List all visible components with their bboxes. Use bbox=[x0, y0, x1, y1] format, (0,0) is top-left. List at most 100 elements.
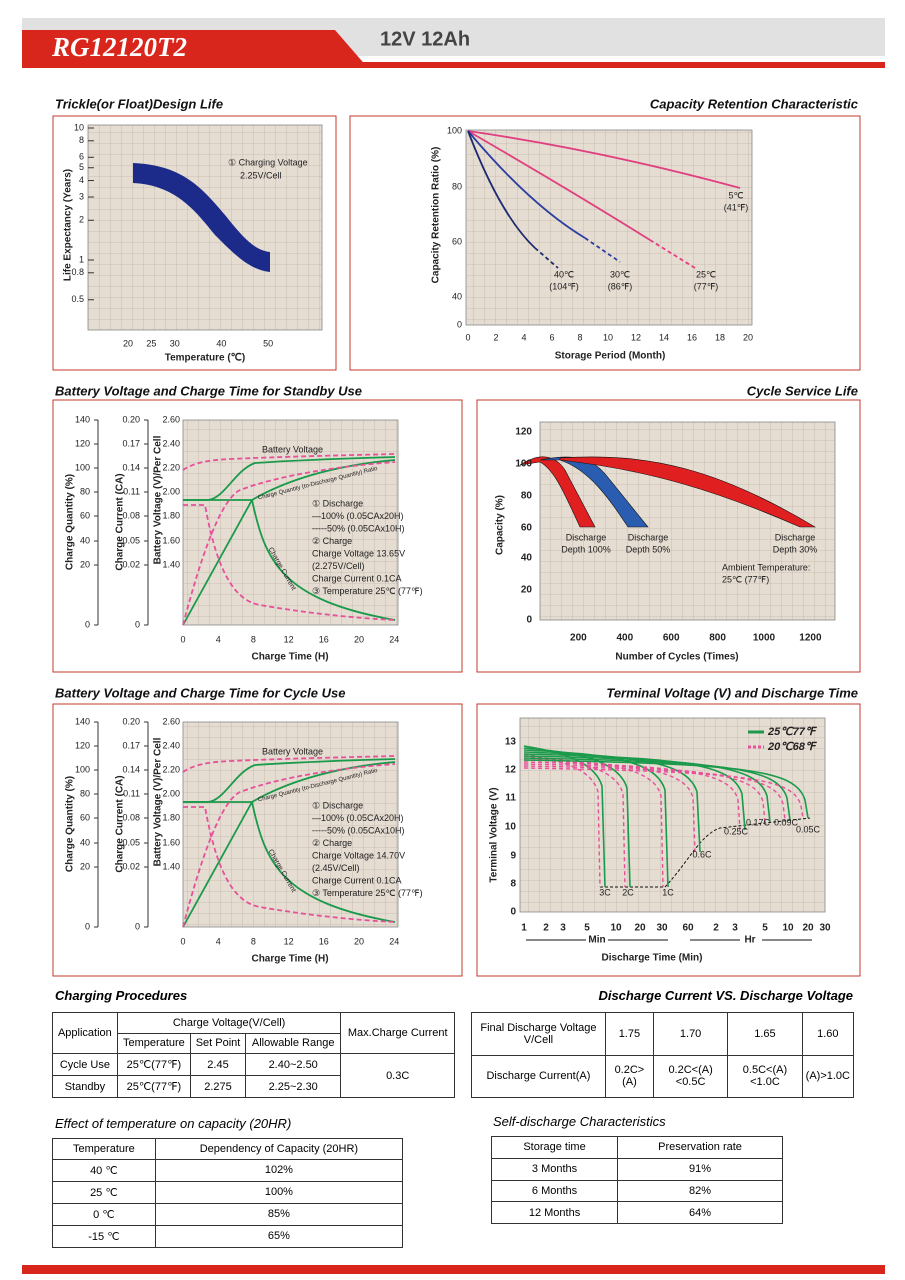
cell: (A)>1.0C bbox=[801, 1054, 855, 1098]
x-tick-label: 18 bbox=[715, 332, 725, 342]
x-tick-label: 12 bbox=[631, 332, 641, 342]
note: 2.25V/Cell bbox=[240, 170, 282, 180]
cell: 102% bbox=[154, 1158, 404, 1182]
curve-label: 0.09C bbox=[774, 817, 799, 827]
x-tick-label: 20 bbox=[743, 332, 753, 342]
cell: 91% bbox=[617, 1157, 783, 1181]
y-tick-label: 2.00 bbox=[162, 788, 180, 798]
curve-label: 5℃ bbox=[728, 190, 743, 200]
cell: 1.65 bbox=[727, 1012, 803, 1056]
section-title: Battery Voltage and Charge Time for Stan… bbox=[55, 383, 362, 398]
note: Ambient Temperature: bbox=[722, 562, 810, 572]
y-tick-label: 0 bbox=[135, 619, 140, 629]
note: ③ Temperature 25℃ (77℉) bbox=[312, 888, 423, 898]
note: —100% (0.05CAx20H) bbox=[312, 813, 404, 823]
curve-label: 0.17C bbox=[746, 817, 771, 827]
y-tick-label: 120 bbox=[515, 427, 532, 438]
cell: 85% bbox=[154, 1202, 404, 1226]
y-tick-label: 8 bbox=[510, 879, 516, 890]
x-tick-label: 30 bbox=[656, 923, 668, 934]
y-tick-label: 0.20 bbox=[122, 716, 140, 726]
cell: 0.3C bbox=[340, 1053, 455, 1098]
cell: 0 ℃ bbox=[52, 1202, 156, 1226]
y-tick-label: 13 bbox=[505, 737, 517, 748]
y-tick-label: 2 bbox=[79, 215, 84, 225]
y-tick-label: 0.8 bbox=[71, 267, 84, 277]
curve-label: Depth 100% bbox=[561, 544, 611, 554]
y-tick-label: 10 bbox=[74, 122, 84, 132]
x-tick-label: 30 bbox=[170, 338, 180, 348]
x-axis-label: Number of Cycles (Times) bbox=[615, 652, 738, 663]
section-title: Discharge Current VS. Discharge Voltage bbox=[598, 988, 853, 1003]
y-tick-label: 140 bbox=[75, 716, 90, 726]
x-tick-label: 4 bbox=[521, 332, 526, 342]
note: 25℃ (77℉) bbox=[722, 574, 769, 584]
x-tick-label: 6 bbox=[549, 332, 554, 342]
y-tick-label: 100 bbox=[75, 764, 90, 774]
x-tick-label: 2 bbox=[713, 923, 719, 934]
y-tick-label: 9 bbox=[510, 851, 516, 862]
y-tick-label: 20 bbox=[80, 861, 90, 871]
cell: Temperature bbox=[52, 1138, 156, 1160]
y-tick-label: 2.20 bbox=[162, 462, 180, 472]
cell: 25℃(77℉) bbox=[116, 1075, 192, 1098]
x-tick-label: 0 bbox=[180, 634, 185, 644]
y-axis-label: Battery Voltage (V)/Per Cell bbox=[153, 435, 164, 564]
y-tick-label: 2.20 bbox=[162, 764, 180, 774]
curve-label: (104℉) bbox=[549, 281, 579, 291]
x-tick-label: 20 bbox=[802, 923, 814, 934]
x-tick-label: 12 bbox=[284, 936, 294, 946]
x-axis-label: Storage Period (Month) bbox=[555, 351, 666, 362]
curve bbox=[182, 763, 396, 928]
y-tick-label: 0 bbox=[510, 907, 516, 918]
x-tick-label: 200 bbox=[570, 633, 587, 644]
note: (2.275V/Cell) bbox=[312, 561, 365, 571]
x-axis-label: Charge Time (H) bbox=[251, 954, 328, 965]
x-tick-label: 0 bbox=[180, 936, 185, 946]
note: ① Charging Voltage bbox=[228, 157, 308, 167]
y-tick-label: 1.60 bbox=[162, 837, 180, 847]
model: RG12120T2 bbox=[51, 32, 187, 62]
y-tick-label: 5 bbox=[79, 162, 84, 172]
x-tick-label: 3 bbox=[732, 923, 738, 934]
y-tick-label: 20 bbox=[521, 585, 533, 596]
curve-label: Discharge bbox=[775, 532, 816, 542]
x-tick-label: 4 bbox=[216, 936, 221, 946]
cell: 25 ℃ bbox=[52, 1180, 156, 1204]
header-rule bbox=[22, 62, 885, 68]
y-tick-label: 40 bbox=[80, 837, 90, 847]
y-tick-label: 11 bbox=[505, 793, 516, 804]
curve bbox=[523, 767, 804, 819]
y-tick-label: 1.40 bbox=[162, 559, 180, 569]
x-tick-label: 30 bbox=[819, 923, 831, 934]
cell: Set Point bbox=[190, 1032, 246, 1055]
section-title: Capacity Retention Characteristic bbox=[650, 96, 859, 111]
x-tick-label: 2 bbox=[543, 923, 549, 934]
note: ① Discharge bbox=[312, 800, 363, 810]
curve-label: 25℃ bbox=[696, 269, 716, 279]
unit-label: Hr bbox=[744, 935, 755, 946]
y-axis-label: Battery Voltage (V)/Per Cell bbox=[153, 737, 164, 866]
y-tick-label: 100 bbox=[447, 125, 462, 135]
curve bbox=[183, 806, 396, 923]
y-tick-label: 0.02 bbox=[122, 559, 140, 569]
x-tick-label: 8 bbox=[251, 936, 256, 946]
note: ① Discharge bbox=[312, 498, 363, 508]
x-tick-label: 2 bbox=[493, 332, 498, 342]
y-tick-label: 0.17 bbox=[122, 438, 140, 448]
x-tick-label: 24 bbox=[389, 936, 399, 946]
cell: 82% bbox=[617, 1179, 783, 1203]
footer-rule bbox=[22, 1265, 885, 1274]
x-tick-label: 4 bbox=[216, 634, 221, 644]
y-tick-label: 120 bbox=[75, 438, 90, 448]
x-tick-label: 5 bbox=[584, 923, 590, 934]
y-tick-label: 1.40 bbox=[162, 861, 180, 871]
curve-label: 3C bbox=[599, 887, 611, 897]
cell: Temperature bbox=[116, 1032, 192, 1055]
section-title: Charging Procedures bbox=[55, 988, 188, 1003]
x-tick-label: 20 bbox=[354, 936, 364, 946]
x-tick-label: 20 bbox=[123, 338, 133, 348]
y-tick-label: 1 bbox=[79, 254, 84, 264]
y-tick-label: 140 bbox=[75, 414, 90, 424]
cell: Charge Voltage(V/Cell) bbox=[116, 1012, 342, 1034]
